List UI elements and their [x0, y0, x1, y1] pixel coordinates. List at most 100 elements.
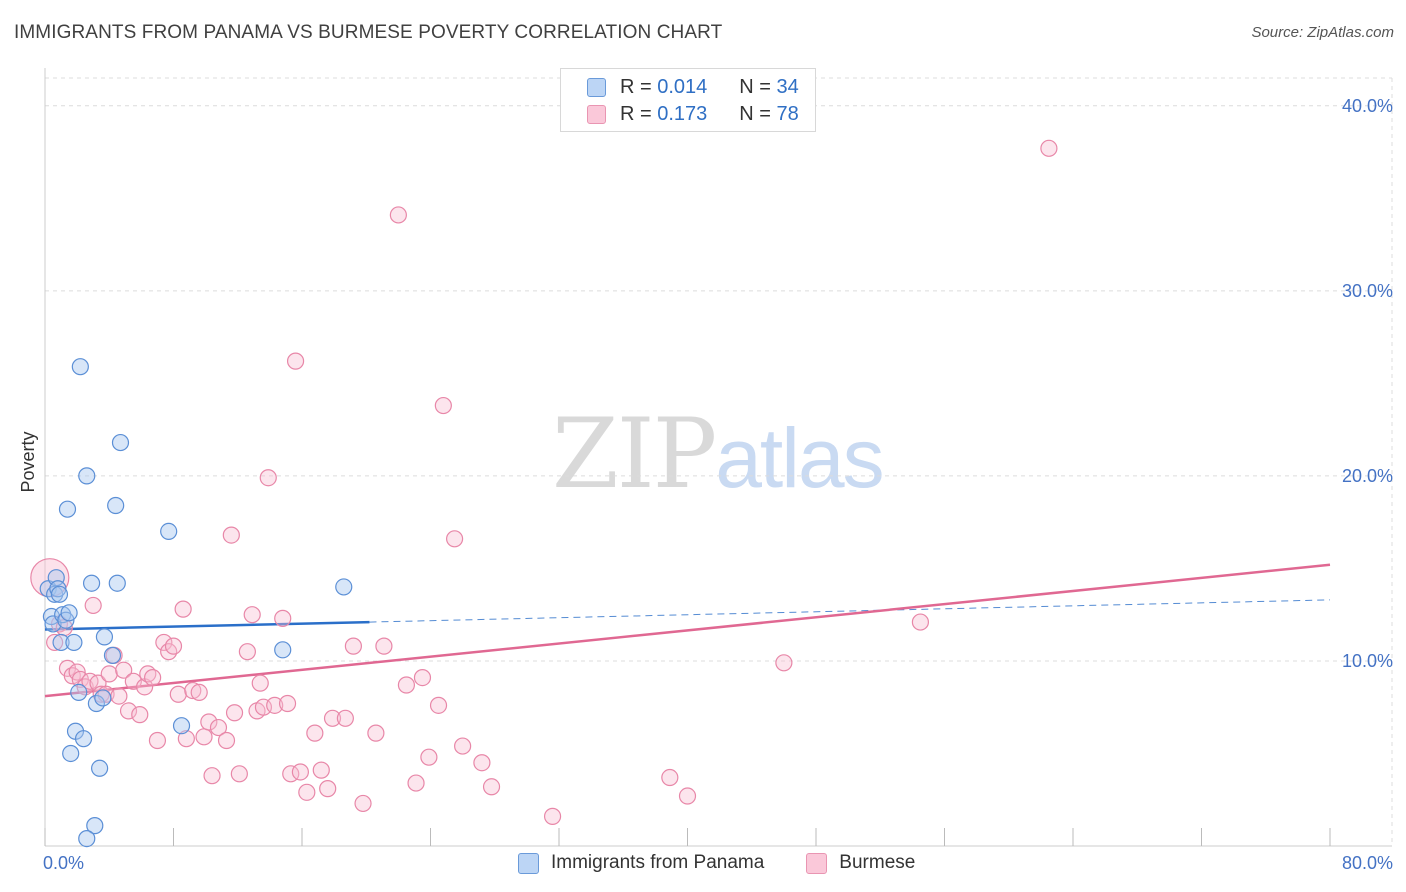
data-point-panama [78, 467, 96, 485]
data-point-burmese [661, 768, 679, 787]
trend-layer [44, 563, 1331, 698]
data-point-burmese [482, 778, 501, 796]
data-point-burmese [217, 731, 236, 750]
data-point-burmese [184, 681, 202, 700]
data-point-burmese [319, 780, 337, 798]
watermark: ZIPatlas [552, 398, 885, 510]
data-point-panama [46, 585, 64, 603]
data-point-burmese [110, 687, 128, 705]
series-swatch-panama [518, 852, 539, 874]
data-point-burmese [375, 637, 393, 655]
data-point-panama [54, 606, 72, 624]
series-legend: Immigrants from Panama Burmese [518, 852, 957, 874]
data-point-burmese [230, 765, 248, 783]
data-point-burmese [203, 767, 221, 785]
data-point-burmese [278, 694, 297, 713]
data-point-burmese [543, 807, 562, 825]
series-label-burmese: Burmese [839, 852, 916, 873]
data-point-panama [65, 633, 83, 652]
data-point-burmese [1040, 139, 1058, 157]
grid-layer [45, 77, 1393, 846]
series-label-panama: Immigrants from Panama [551, 852, 765, 873]
data-point-burmese [389, 206, 407, 224]
data-point-burmese [155, 633, 173, 652]
series-legend-burmese[interactable]: Burmese [806, 852, 915, 874]
legend-r-value-burmese: 0.173 [657, 102, 708, 125]
data-point-burmese [200, 713, 218, 731]
data-point-burmese [454, 737, 472, 755]
series-swatch-burmese [806, 852, 828, 874]
data-point-burmese [354, 794, 372, 813]
y-axis-title: Poverty [18, 431, 38, 492]
data-point-panama [107, 496, 125, 515]
data-point-burmese [190, 683, 208, 702]
data-point-burmese [367, 724, 385, 742]
data-point-panama [58, 500, 77, 518]
data-point-panama [274, 641, 292, 659]
data-point-burmese [160, 643, 178, 661]
data-point-burmese [266, 696, 284, 714]
data-point-burmese [312, 761, 330, 779]
trend-line-panama-extension [369, 599, 1331, 623]
data-point-burmese [397, 676, 416, 694]
data-point-panama [335, 578, 353, 596]
data-point-burmese [131, 706, 149, 724]
correlation-legend: R = 0.014 N = 34 R = 0.173 N = 78 [560, 68, 816, 132]
data-point-burmese [407, 774, 425, 792]
data-point-burmese [434, 396, 452, 415]
data-point-burmese [174, 600, 192, 618]
legend-swatch-burmese [587, 104, 606, 124]
legend-n-value-panama: 34 [776, 75, 799, 98]
data-point-burmese [259, 469, 277, 487]
data-point-burmese [298, 783, 316, 801]
legend-row-burmese: R = 0.173 N = 78 [587, 102, 799, 126]
legend-n-value-burmese: 78 [776, 102, 799, 125]
data-point-burmese [274, 609, 292, 627]
series-legend-panama[interactable]: Immigrants from Panama [518, 852, 764, 874]
data-point-burmese [164, 637, 183, 655]
data-point-burmese [420, 748, 438, 766]
data-point-panama [78, 829, 96, 848]
chart-title: IMMIGRANTS FROM PANAMA VS BURMESE POVERT… [14, 22, 723, 43]
data-point-burmese [243, 606, 261, 624]
data-point-burmese [46, 633, 64, 652]
y-tick-label: 40.0% [1342, 96, 1393, 116]
data-point-panama [60, 604, 78, 622]
data-point-panama [111, 433, 130, 452]
x-tick-label: 0.0% [43, 853, 84, 873]
x-tick-label: 80.0% [1342, 853, 1393, 873]
legend-row-panama: R = 0.014 N = 34 [587, 75, 799, 99]
data-point-panama [71, 358, 89, 376]
data-point-panama [91, 759, 109, 777]
source-credit: Source: ZipAtlas.com [1251, 24, 1394, 41]
y-tick-label: 10.0% [1342, 651, 1393, 671]
axes-layer [44, 68, 1392, 847]
data-point-burmese [286, 352, 305, 370]
data-point-panama [86, 817, 104, 835]
data-point-panama [82, 574, 101, 592]
data-point-panama [52, 633, 70, 652]
data-point-panama [103, 646, 122, 664]
watermark-zip: ZIP [552, 398, 717, 510]
data-point-burmese [115, 661, 133, 679]
data-point-panama [62, 744, 80, 763]
data-point-burmese [344, 637, 362, 655]
legend-r-value-panama: 0.014 [657, 75, 708, 98]
data-point-panama [74, 730, 93, 748]
points-layer [30, 139, 1058, 848]
data-point-burmese [911, 613, 930, 631]
data-point-burmese [413, 668, 432, 687]
data-point-burmese [445, 530, 464, 548]
data-point-panama [160, 522, 178, 540]
legend-r-label: R = [620, 102, 652, 125]
data-point-burmese [473, 754, 491, 772]
data-point-burmese [225, 704, 244, 722]
data-point-panama [70, 683, 88, 702]
data-point-burmese [148, 731, 167, 750]
data-point-panama [172, 717, 191, 735]
data-point-panama [94, 689, 112, 707]
data-point-burmese [306, 724, 324, 742]
trend-line-panama [44, 620, 370, 631]
data-point-burmese [119, 702, 138, 720]
